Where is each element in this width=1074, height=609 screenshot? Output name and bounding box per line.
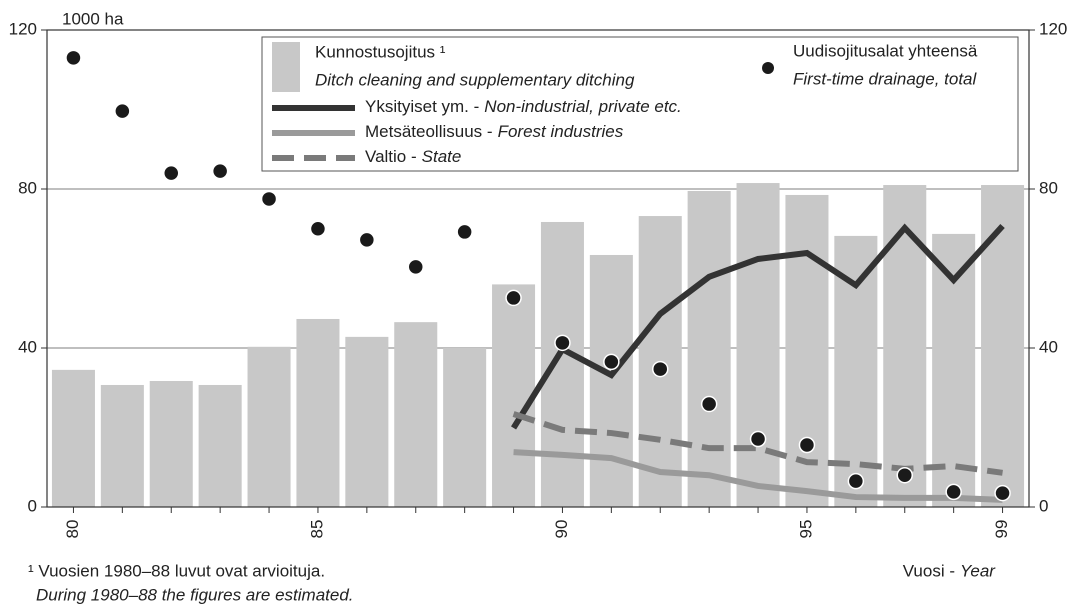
dot [407, 258, 424, 276]
dot [505, 289, 522, 307]
y-tick-label: 120 [9, 19, 37, 38]
x-tick-label: 80 [63, 520, 82, 539]
x-tick-label: 90 [552, 520, 571, 539]
bar [198, 384, 242, 507]
line [513, 449, 1003, 503]
legend-label-en: Ditch cleaning and supplementary ditchin… [315, 70, 635, 89]
y2-tick-label: 80 [1039, 178, 1058, 197]
bar [443, 348, 487, 507]
legend-label-en: State [422, 147, 462, 166]
dot [798, 436, 816, 454]
bar [785, 194, 829, 507]
legend-dot [762, 62, 774, 74]
legend-label: Valtio - State [365, 147, 461, 166]
dot [700, 395, 718, 413]
dot [994, 484, 1011, 502]
legend-label-en: Forest industries [498, 122, 624, 141]
bar [981, 185, 1025, 507]
bar [345, 336, 389, 507]
line [512, 411, 1003, 476]
x-tick-label: 85 [307, 520, 326, 539]
dot [358, 231, 376, 249]
legend-swatch [272, 42, 300, 92]
legend-label-fi: Yksityiset ym. - [365, 97, 479, 116]
dot [309, 220, 327, 237]
dot [652, 360, 669, 378]
line [511, 223, 1005, 430]
bar [149, 380, 193, 507]
bar [492, 284, 536, 507]
dot [260, 190, 278, 208]
dot [749, 430, 767, 448]
legend-label: Yksityiset ym. - Non-industrial, private … [365, 97, 682, 116]
bar [883, 185, 927, 507]
y-tick-label: 40 [18, 337, 37, 356]
footnote-en: During 1980–88 the figures are estimated… [36, 585, 354, 604]
plot-frame [46, 29, 1030, 508]
y2-tick-label: 40 [1039, 337, 1058, 356]
bar [736, 183, 780, 507]
x-axis-label-en: Year [960, 561, 996, 580]
bar [540, 221, 584, 507]
y2-tick-label: 120 [1039, 19, 1067, 38]
x-tick-label: 99 [992, 520, 1011, 539]
bar [100, 384, 144, 507]
legend-label: Uudisojitusalat yhteensä [793, 41, 978, 60]
dot [847, 472, 865, 490]
dot [554, 334, 571, 352]
dot [945, 483, 962, 501]
dot [211, 162, 229, 180]
bar [51, 369, 95, 507]
dot [896, 466, 913, 484]
unit-label: 1000 ha [62, 9, 124, 28]
legend-label: Kunnostusojitus ¹ [315, 42, 446, 61]
bar [247, 346, 291, 507]
dot [65, 49, 82, 67]
legend-label: Metsäteollisuus - Forest industries [365, 122, 624, 141]
legend-label-en: Non-industrial, private etc. [484, 97, 681, 116]
legend-label-en: First-time drainage, total [793, 69, 978, 88]
dot [114, 102, 131, 120]
dot [456, 223, 473, 241]
dot [163, 164, 180, 182]
bar [687, 190, 731, 508]
legend-box [261, 36, 1019, 172]
y2-tick-label: 0 [1039, 496, 1048, 515]
bar [394, 322, 438, 507]
footnote: ¹ Vuosien 1980–88 luvut ovat arvioituja. [28, 561, 325, 580]
legend-label-fi: Metsäteollisuus - [365, 122, 493, 141]
x-axis-label: Vuosi - [903, 561, 955, 580]
x-tick-label: 95 [796, 520, 815, 539]
dot [603, 353, 620, 371]
bar [589, 254, 633, 507]
y-tick-label: 80 [18, 178, 37, 197]
bar [296, 318, 340, 507]
y-tick-label: 0 [28, 496, 37, 515]
legend-label-fi: Valtio - [365, 147, 417, 166]
